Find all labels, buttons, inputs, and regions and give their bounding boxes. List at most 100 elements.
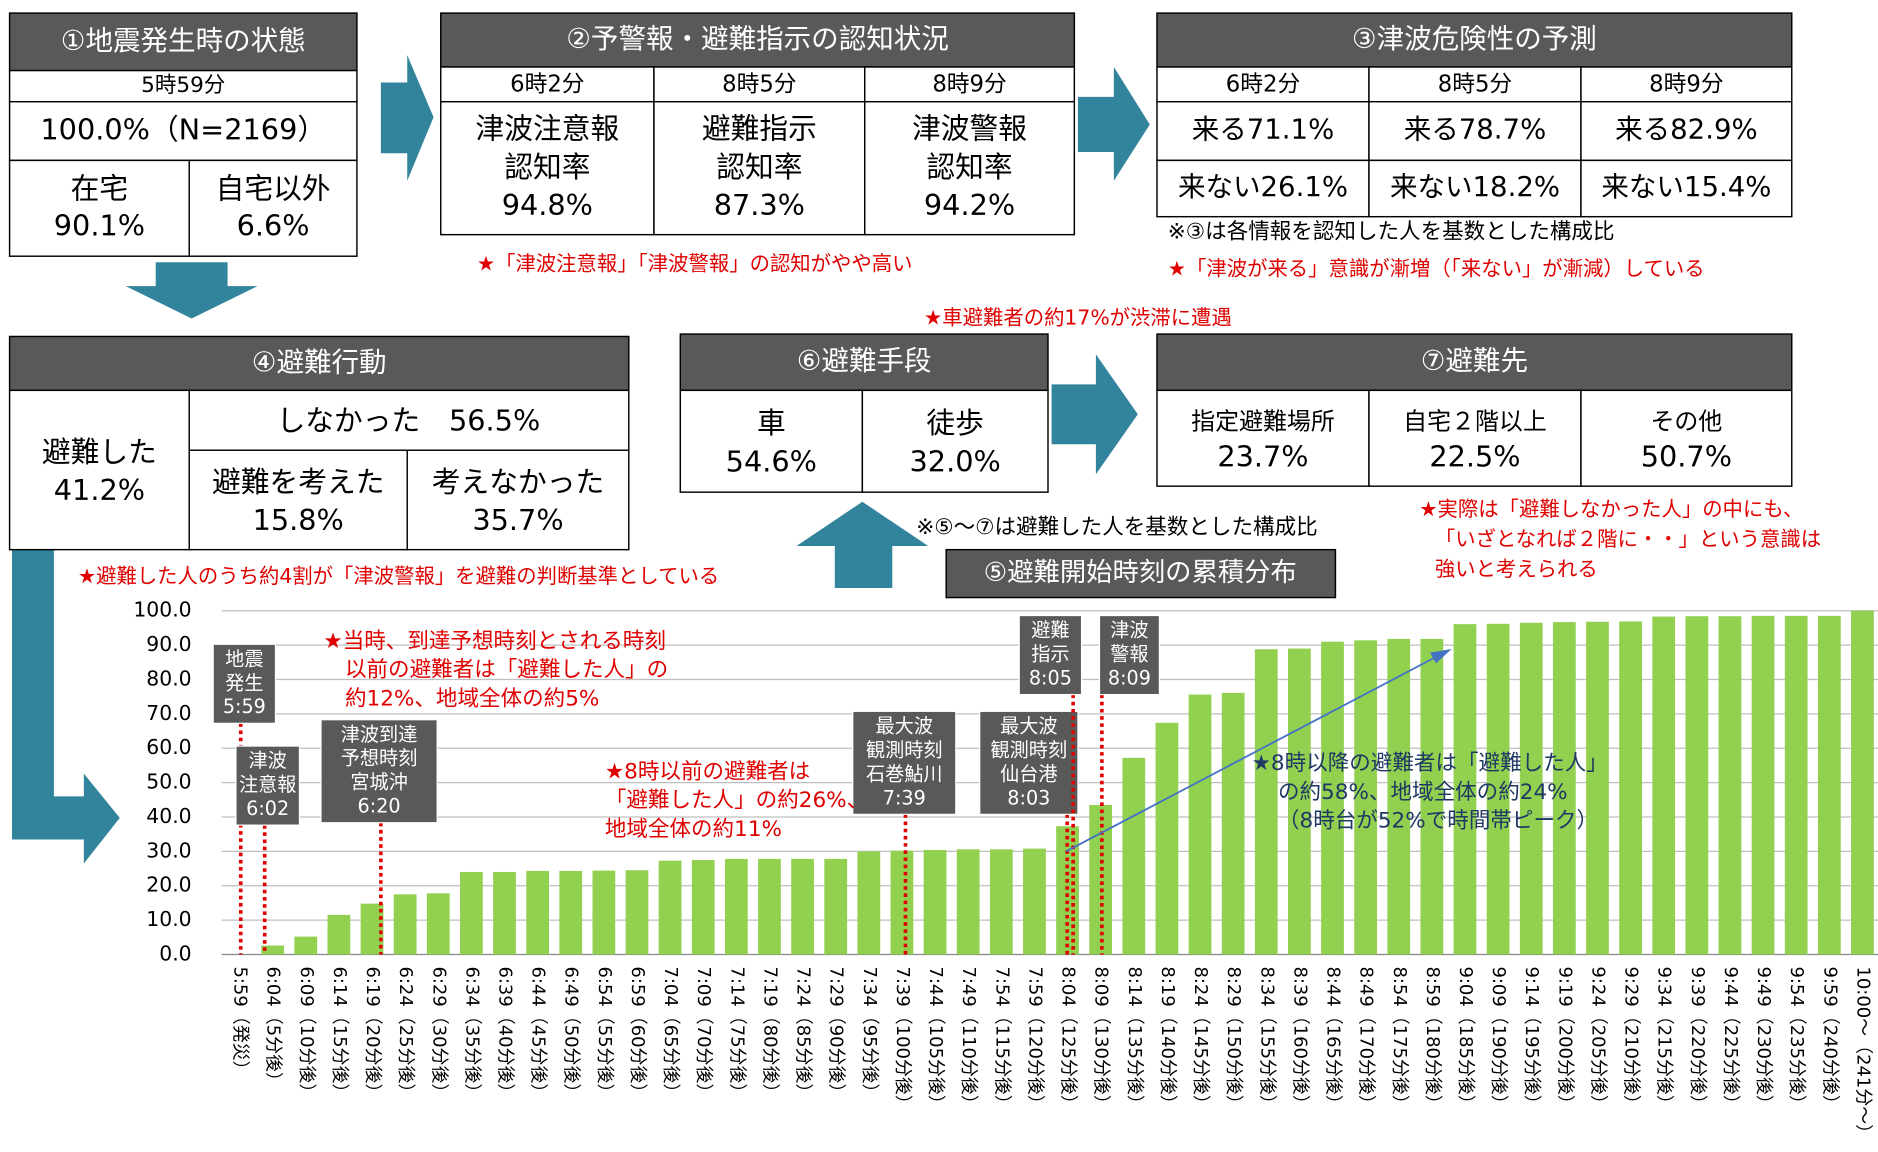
y-tick-label: 20.0	[146, 873, 191, 897]
event-label: 発生	[225, 671, 263, 694]
x-tick-label: 7:24（85分後）	[793, 966, 814, 1101]
note: 強いと考えられる	[1435, 557, 1598, 581]
event-box	[852, 710, 957, 815]
x-tick-label: 9:19（200分後）	[1554, 966, 1575, 1112]
x-tick-label: 6:09（10分後）	[296, 966, 317, 1101]
arrow	[1077, 66, 1150, 181]
bar	[1321, 641, 1344, 955]
bar	[890, 850, 914, 955]
event-box	[235, 745, 301, 826]
title-bar	[945, 548, 1337, 599]
bar	[824, 858, 848, 955]
x-tick-label: 6:19（20分後）	[362, 966, 383, 1101]
note: ※③は各情報を認知した人を基数とした構成比	[1168, 219, 1615, 244]
label: 87.3%	[714, 188, 805, 222]
event-label: 観測時刻	[866, 738, 943, 761]
x-tick-label: 7:09（70分後）	[693, 966, 714, 1101]
event-label: 8:05	[1029, 667, 1072, 690]
label: 6時2分	[1226, 71, 1300, 97]
cell	[1368, 389, 1582, 487]
note: ★車避難者の約17%が渋滞に遭遇	[924, 305, 1232, 329]
box-title: ③津波危険性の予測	[1352, 23, 1597, 55]
event-box	[1098, 614, 1160, 696]
cell	[1580, 100, 1793, 162]
x-tick-label: 7:34（95分後）	[859, 966, 880, 1101]
x-tick-label: 5:59（発災）	[230, 966, 251, 1078]
x-tick-label: 8:29（150分後）	[1223, 966, 1244, 1112]
x-tick-label: 7:39（100分後）	[892, 966, 913, 1112]
y-tick-label: 50.0	[146, 770, 191, 794]
x-tick-label: 6:34（35分後）	[461, 966, 482, 1101]
label: 認知率	[716, 150, 802, 184]
label: 認知率	[926, 150, 1012, 184]
arrow-head	[1430, 649, 1452, 664]
label: 津波警報	[912, 111, 1027, 145]
cell	[1368, 66, 1582, 103]
arrow	[11, 549, 120, 864]
x-tick-label: 6:39（40分後）	[495, 966, 516, 1101]
label: 避難した	[42, 435, 157, 469]
bar	[592, 870, 616, 955]
label: 来ない18.2%	[1390, 171, 1560, 203]
arrow	[380, 54, 434, 181]
event-label: 予想時刻	[341, 747, 418, 770]
bar	[1817, 615, 1841, 955]
cell	[1156, 389, 1370, 487]
annotation: 以前の避難者は「避難した人」の	[345, 658, 668, 683]
bar	[1586, 621, 1609, 955]
label: 8時5分	[1438, 71, 1512, 97]
bar	[294, 936, 318, 955]
note: ★避難した人のうち約4割が「津波警報」を避難の判断基準としている	[78, 564, 719, 588]
label: 来る71.1%	[1192, 113, 1335, 145]
event-label: 石巻鮎川	[866, 762, 943, 785]
bar	[559, 870, 583, 955]
bar	[360, 903, 384, 955]
cell	[1580, 159, 1793, 218]
bar	[625, 870, 649, 955]
bar	[989, 849, 1013, 955]
label: 90.1%	[54, 208, 145, 242]
annotation: 「避難した人」の約26%、	[605, 788, 868, 813]
event-label: 津波	[1110, 619, 1148, 642]
arrow	[125, 262, 258, 319]
chart-title: ⑤避難開始時刻の累積分布	[984, 558, 1297, 588]
event-label: 観測時刻	[991, 738, 1068, 761]
bar	[1089, 804, 1113, 955]
bar	[1188, 694, 1212, 955]
label: 津波注意報	[476, 111, 620, 145]
label: 6.6%	[237, 208, 310, 242]
note: ★実際は「避難しなかった人」の中にも、	[1419, 497, 1803, 521]
box-title: ⑥避難手段	[797, 345, 932, 377]
annotation: （8時台が52%で時間帯ピーク）	[1278, 809, 1598, 834]
bar	[1519, 622, 1543, 955]
event-label: 津波	[249, 749, 287, 772]
x-tick-label: 9:14（195分後）	[1521, 966, 1542, 1112]
event-label: 地震	[225, 647, 263, 670]
box-title: ②予警報・避難指示の認知状況	[566, 23, 949, 55]
event-box	[979, 710, 1079, 815]
note: ※⑤～⑦は避難した人を基数とした構成比	[916, 515, 1317, 540]
bar	[956, 849, 980, 955]
cell	[1368, 100, 1582, 162]
cell	[406, 449, 630, 551]
title-bar	[679, 333, 1049, 392]
label: 54.6%	[726, 444, 817, 478]
label: しなかった 56.5%	[277, 404, 541, 438]
label: 考えなかった	[432, 465, 604, 499]
cell	[188, 159, 358, 257]
event-label: 宮城沖	[350, 771, 407, 794]
y-tick-label: 60.0	[146, 735, 191, 759]
bar	[1784, 615, 1808, 955]
x-tick-label: 6:14（15分後）	[329, 966, 350, 1101]
y-tick-label: 70.0	[146, 701, 191, 725]
bar	[426, 893, 450, 955]
x-tick-label: 7:04（65分後）	[660, 966, 681, 1101]
note: ★「津波が来る」意識が漸増（「来ない」が漸減）している	[1168, 256, 1705, 280]
x-tick-label: 6:24（25分後）	[395, 966, 416, 1101]
x-tick-label: 6:44（45分後）	[528, 966, 549, 1101]
event-label: 7:39	[883, 786, 926, 809]
x-tick-label: 8:04（125分後）	[1058, 966, 1079, 1112]
event-label: 6:02	[246, 797, 289, 820]
cell	[440, 66, 655, 103]
x-tick-label: 8:09（130分後）	[1091, 966, 1112, 1112]
